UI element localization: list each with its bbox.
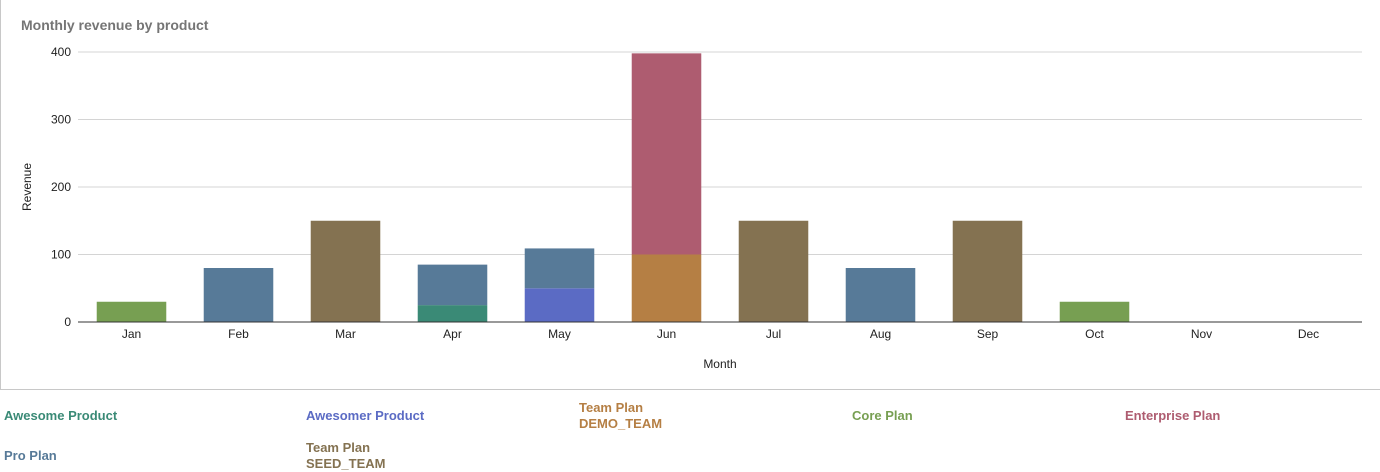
x-tick-label: Oct [1085, 327, 1104, 341]
bar-segment [738, 220, 809, 322]
x-tick-label: Sep [977, 327, 999, 341]
legend-sublabel: DEMO_TEAM [579, 416, 663, 431]
x-axis-title: Month [703, 357, 736, 371]
legend-item[interactable]: Awesomer Product [306, 408, 424, 424]
x-tick-label: Mar [335, 327, 356, 341]
legend-label: Awesome Product [4, 408, 118, 423]
bar-segment [96, 301, 167, 322]
bar-segment [952, 220, 1023, 322]
bar-segment [417, 305, 488, 322]
y-tick-label: 100 [51, 248, 71, 262]
bar-segment [524, 248, 595, 289]
x-tick-label: Jul [766, 327, 781, 341]
legend-label: Team Plan [306, 440, 371, 455]
legend-item[interactable]: Pro Plan [4, 448, 57, 464]
bar-segment [524, 288, 595, 322]
chart-panel: Monthly revenue by product 0 100 200 300 400… [0, 0, 1380, 390]
legend-item[interactable]: Team Plan DEMO_TEAM [579, 400, 662, 432]
bar-chart: 0 100 200 300 400 Jan Feb Mar Apr May Jun Jul Aug Sep… [20, 45, 1362, 371]
y-tick-label: 200 [51, 180, 71, 194]
x-tick-label: Jan [122, 327, 141, 341]
legend-label: Awesomer Product [306, 408, 425, 423]
legend-label: Enterprise Plan [1125, 408, 1221, 423]
y-tick-label: 300 [51, 113, 71, 127]
legend-label: Team Plan [579, 400, 644, 415]
chart-title: Monthly revenue by product [21, 17, 209, 33]
x-tick-label: May [548, 327, 571, 341]
bar-segment [310, 220, 381, 322]
y-tick-label: 0 [64, 315, 71, 329]
legend-item[interactable]: Core Plan [852, 408, 913, 424]
y-tick-label: 400 [51, 45, 71, 59]
x-tick-label: Dec [1298, 327, 1319, 341]
x-tick-label: Feb [228, 327, 249, 341]
legend-item[interactable]: Enterprise Plan [1125, 408, 1220, 424]
bar-segment [631, 254, 702, 322]
chart-legend: Awesome Product Awesomer Product Team Plan… [0, 390, 1380, 472]
x-tick-label: Aug [870, 327, 891, 341]
x-tick-label: Apr [443, 327, 462, 341]
bar-segment [631, 53, 702, 255]
bar-segment [845, 268, 916, 322]
bar-segment [1059, 301, 1130, 322]
legend-sublabel: SEED_TEAM [306, 456, 386, 471]
y-axis-title: Revenue [20, 163, 34, 211]
x-tick-label: Jun [657, 327, 676, 341]
x-tick-label: Nov [1191, 327, 1212, 341]
legend-label: Pro Plan [4, 448, 57, 463]
legend-item[interactable]: Awesome Product [4, 408, 117, 424]
bar-segment [203, 268, 274, 322]
bar-segment [417, 264, 488, 306]
legend-item[interactable]: Team Plan SEED_TEAM [306, 440, 385, 472]
legend-label: Core Plan [852, 408, 913, 423]
